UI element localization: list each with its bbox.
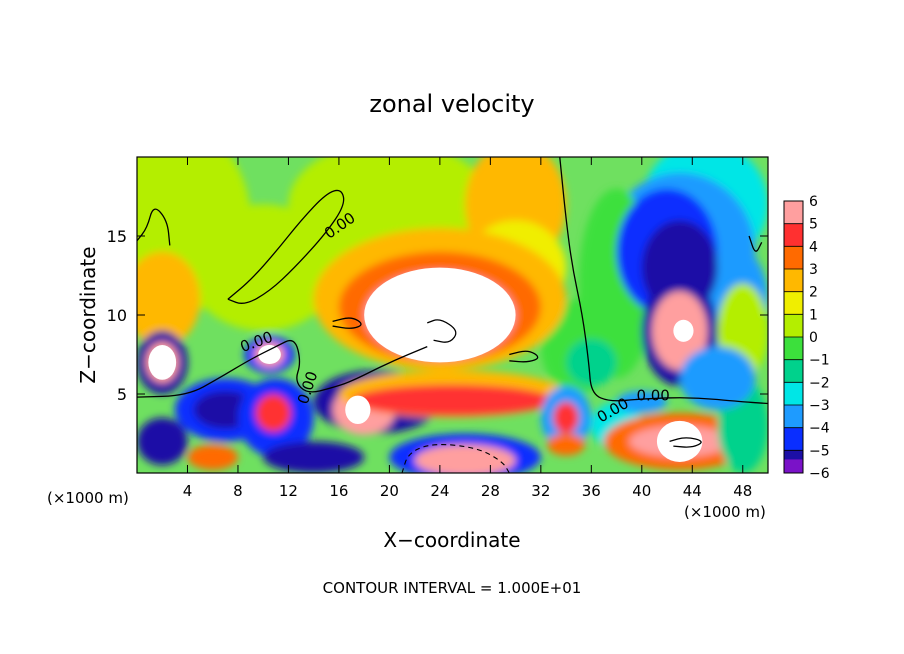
- x-tick-label: 32: [531, 482, 550, 500]
- zero-contour: [137, 339, 428, 398]
- zero-contour: [227, 189, 345, 304]
- zero-contour: [748, 235, 763, 252]
- saturated-region: [258, 345, 281, 364]
- colorbar-tick-label: −2: [809, 375, 830, 391]
- zero-contour: [669, 437, 702, 448]
- colorbar-swatch: [784, 201, 803, 225]
- saturated-region: [364, 267, 516, 363]
- zero-contour: [427, 319, 457, 343]
- colorbar-tick-label: −4: [809, 421, 830, 437]
- contour-value-label: 0.00: [636, 386, 669, 404]
- colorbar-tick-label: 6: [809, 194, 818, 210]
- x-axis-label: X−coordinate: [383, 528, 520, 552]
- plot-area: 0.000.000.000.00 0.00: [136, 156, 769, 474]
- colorbar-swatch: [784, 427, 803, 451]
- x-tick-label: 12: [279, 482, 298, 500]
- saturated-region: [673, 319, 694, 342]
- x-tick-label: 28: [481, 482, 500, 500]
- x-tick-label: 8: [233, 482, 243, 500]
- colorbar-tick-label: −3: [809, 398, 830, 414]
- colorbar-tick-label: −5: [809, 443, 830, 459]
- y-axis-label: Z−coordinate: [76, 246, 100, 383]
- colorbar-swatch: [784, 269, 803, 293]
- colorbar-swatch: [784, 314, 803, 338]
- colorbar-tick-label: 2: [809, 285, 818, 301]
- saturated-region: [656, 420, 703, 462]
- x-axis: 4 8 12 16 20 24 28 32 36 40 44 48: [183, 157, 752, 500]
- saturated-region: [148, 345, 177, 380]
- colorbar-swatch: [784, 337, 803, 361]
- x-units-right: (×1000 m): [684, 503, 766, 521]
- chart-title: zonal velocity: [369, 90, 534, 118]
- negative-contour: [401, 444, 510, 473]
- colorbar-tick-label: −6: [809, 466, 830, 482]
- colorbar-tick-label: 5: [809, 217, 818, 233]
- saturated-region: [345, 395, 371, 425]
- zero-contour: [509, 350, 539, 363]
- colorbar-swatch: [784, 405, 803, 429]
- colorbar-bottom-swatch: [784, 459, 803, 473]
- contour-interval-note: CONTOUR INTERVAL = 1.000E+01: [323, 579, 582, 597]
- colorbar-tick-label: −1: [809, 353, 830, 369]
- x-tick-label: 48: [733, 482, 752, 500]
- colorbar-tick-label: 1: [809, 307, 818, 323]
- y-tick-label: 15: [107, 227, 127, 246]
- y-axis: 5 10 15: [107, 227, 768, 404]
- colorbar-swatch: [784, 359, 803, 383]
- colorbar: 6 5 4 3 2 1 0 −1 −2 −3 −4 −5 −6: [783, 194, 830, 482]
- x-tick-label: 4: [183, 482, 193, 500]
- y-tick-label: 10: [107, 306, 127, 325]
- colorbar-swatch: [784, 382, 803, 406]
- x-tick-label: 20: [380, 482, 399, 500]
- x-tick-label: 24: [430, 482, 449, 500]
- colorbar-tick-label: 0: [809, 330, 818, 346]
- colorbar-swatch: [784, 246, 803, 270]
- colorbar-swatch: [784, 291, 803, 315]
- x-tick-label: 40: [632, 482, 651, 500]
- zero-contour: [559, 157, 768, 405]
- saturated-regions: [148, 267, 703, 462]
- zero-contour: [137, 208, 171, 246]
- colorbar-tick-label: 4: [809, 239, 818, 255]
- y-tick-label: 5: [117, 385, 127, 404]
- colorbar-swatch: [784, 223, 803, 247]
- contour-lines: [137, 157, 768, 473]
- x-tick-label: 44: [683, 482, 702, 500]
- zero-contour: [332, 317, 362, 329]
- x-units-left: (×1000 m): [47, 489, 129, 507]
- x-tick-label: 36: [582, 482, 601, 500]
- x-tick-label: 16: [329, 482, 348, 500]
- colorbar-tick-label: 3: [809, 262, 818, 278]
